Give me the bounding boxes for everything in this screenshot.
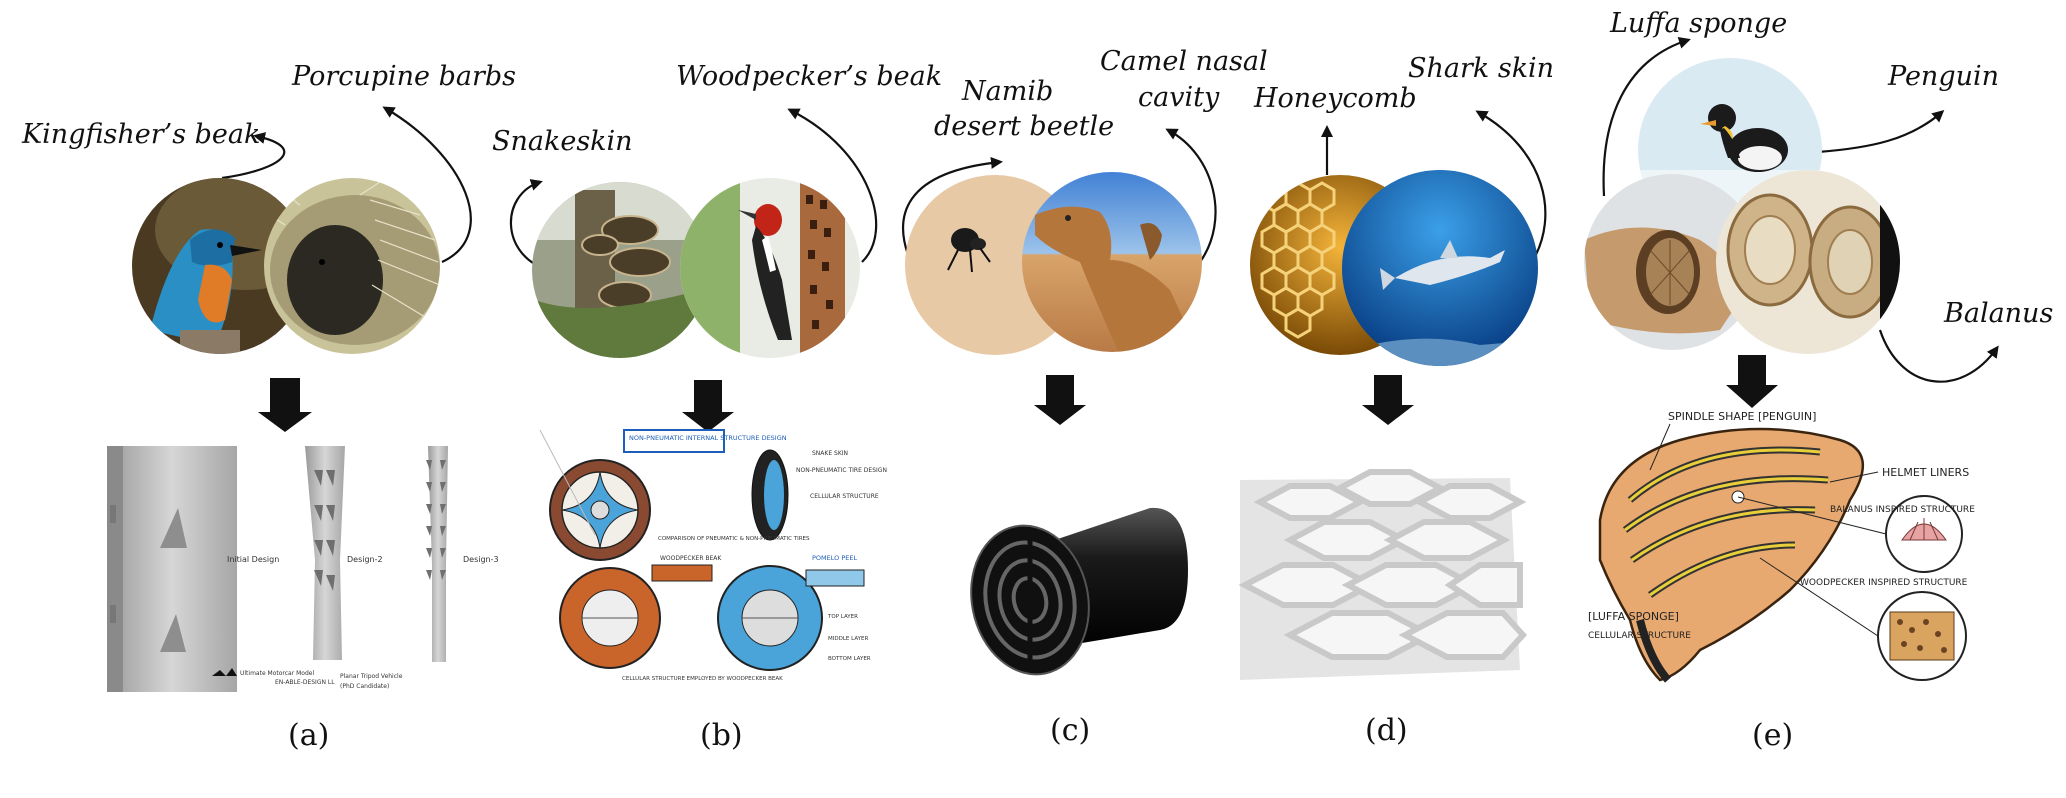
- label-honeycomb: Honeycomb: [1253, 83, 1417, 114]
- note-woodpecker-inspired: WOODPECKER INSPIRED STRUCTURE: [1800, 578, 1968, 588]
- down-arrow-b: [682, 380, 734, 432]
- note-comparison: COMPARISON OF PNEUMATIC & NON-PNEUMATIC …: [658, 536, 810, 542]
- panel-c: Namib desert beetle Namib desert beetle …: [902, 46, 1268, 748]
- note-snake-skin: SNAKE SKIN: [812, 450, 848, 457]
- panel-b: Snakeskin Woodpecker’s beak: [492, 61, 942, 753]
- note-woodpecker-beak: WOODPECKER BEAK: [660, 555, 722, 562]
- label-camel-nasal-2: cavity: [1138, 82, 1220, 113]
- down-arrow-a: [258, 378, 312, 432]
- design-label-3: Design-3: [463, 555, 499, 564]
- note-cellular: CELLULAR STRUCTURE: [810, 493, 879, 500]
- note-cellular-structure: CELLULAR STRUCTURE: [1588, 631, 1691, 641]
- caption-e: (e): [1752, 718, 1793, 753]
- design-renders: Initial Design Design-2 Design-3 Ultimat…: [107, 446, 499, 692]
- porcupine-photo: [264, 178, 440, 354]
- sketch-title: NON-PNEUMATIC INTERNAL STRUCTURE DESIGN: [629, 434, 787, 442]
- label-luffa-sponge: Luffa sponge: [1609, 8, 1787, 39]
- note-bottom-layer: BOTTOM LAYER: [828, 656, 871, 662]
- label-camel-nasal-1: Camel nasal: [1100, 46, 1268, 77]
- note-top-layer: TOP LAYER: [827, 614, 858, 620]
- arrow-penguin: [1817, 110, 1945, 154]
- label-namib-beetle-1: Namib: [961, 76, 1053, 107]
- label-porcupine-barbs: Porcupine barbs: [291, 61, 516, 92]
- caption-c: (c): [1050, 713, 1090, 748]
- arrow-porcupine: [382, 106, 472, 263]
- panel-d: Honeycomb Shark skin: [1238, 53, 1554, 748]
- down-arrow-c: [1034, 375, 1086, 425]
- footer-text-1: EN-ABLE-DESIGN LL: [275, 679, 335, 686]
- note-np-tire: NON-PNEUMATIC TIRE DESIGN: [796, 467, 887, 474]
- note-cellular-wp: CELLULAR STRUCTURE EMPLOYED BY WOODPECKE…: [622, 676, 783, 682]
- arrow-kingfisher: [221, 132, 286, 180]
- design-label-initial: Initial Design: [227, 555, 279, 564]
- down-arrow-e: [1726, 355, 1778, 408]
- arrow-beetle: [902, 156, 1003, 266]
- design-label-2: Design-2: [347, 555, 383, 564]
- snakeskin-photo: [532, 182, 708, 358]
- label-shark-skin: Shark skin: [1408, 53, 1554, 84]
- arrow-shark: [1475, 110, 1547, 263]
- arrow-luffa: [1602, 37, 1691, 197]
- down-arrow-d: [1362, 375, 1414, 425]
- tire-sketch: NON-PNEUMATIC INTERNAL STRUCTURE DESIGN …: [539, 429, 887, 682]
- caption-b: (b): [700, 718, 743, 753]
- caption-d: (d): [1365, 713, 1408, 748]
- camel-photo: [1022, 172, 1202, 352]
- woodpecker-photo: [680, 178, 860, 358]
- helmet-sketch: SPINDLE SHAPE [PENGUIN] HELMET LINERS BA…: [1588, 410, 1975, 683]
- arrow-woodpecker: [787, 108, 878, 263]
- note-helmet-liners: HELMET LINERS: [1882, 466, 1969, 479]
- panel-e: Luffa sponge Penguin Balanus: [1584, 8, 2053, 753]
- arrow-camel: [1165, 128, 1217, 263]
- label-balanus: Balanus: [1943, 298, 2053, 329]
- honeycomb-lattice-render: [1238, 469, 1528, 680]
- label-snakeskin: Snakeskin: [492, 126, 633, 157]
- label-kingfisher-beak: Kingfisher’s beak: [21, 119, 260, 150]
- label-namib-beetle-2: desert beetle: [934, 111, 1114, 142]
- label-woodpecker-beak: Woodpecker’s beak: [676, 61, 942, 92]
- balanus-photo: [1716, 170, 1900, 354]
- note-pomelo: POMELO PEEL: [812, 554, 857, 562]
- footer-text-2: Planar Tripod Vehicle: [340, 673, 403, 680]
- footer-logo-text: Ultimate Motorcar Model: [240, 670, 314, 677]
- arrow-balanus: [1878, 329, 1999, 383]
- porous-tube-render: [970, 507, 1188, 676]
- caption-a: (a): [288, 718, 329, 753]
- panel-a: Kingfisher’s beak Porcupine barbs: [21, 61, 516, 753]
- note-luffa-sponge: [LUFFA SPONGE]: [1588, 610, 1679, 623]
- note-middle-layer: MIDDLE LAYER: [828, 636, 868, 642]
- note-spindle-shape: SPINDLE SHAPE [PENGUIN]: [1668, 410, 1816, 423]
- label-penguin: Penguin: [1887, 61, 1999, 92]
- note-balanus-inspired: BALANUS INSPIRED STRUCTURE: [1830, 505, 1975, 515]
- footer-text-3: (PhD Candidate): [340, 683, 389, 690]
